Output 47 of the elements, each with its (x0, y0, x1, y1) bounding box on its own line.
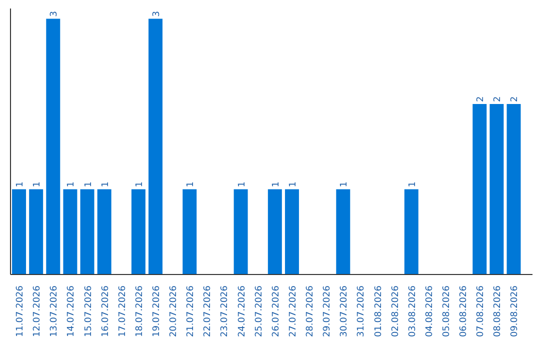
x-tick-label: 25.07.2026 (254, 285, 264, 338)
data-label: 1 (84, 182, 94, 188)
x-tick-label: 09.08.2026 (510, 285, 520, 338)
x-tick-label: 11.07.2026 (16, 285, 26, 338)
data-label: 1 (237, 182, 248, 188)
data-label: 1 (408, 182, 418, 188)
data-label: 3 (152, 10, 162, 17)
data-label: 1 (66, 182, 77, 188)
x-tick-label: 14.07.2026 (66, 285, 77, 338)
x-tick-label: 19.07.2026 (152, 285, 162, 338)
data-label: 1 (16, 182, 26, 188)
x-tick-label: 03.08.2026 (408, 285, 418, 338)
data-label: 1 (32, 182, 43, 188)
x-tick-label: 05.08.2026 (442, 285, 452, 338)
x-tick-label: 20.07.2026 (169, 285, 180, 338)
data-label: 2 (510, 96, 520, 102)
data-label: 2 (476, 96, 486, 102)
x-tick-label: 06.08.2026 (459, 285, 470, 338)
x-tick-label: 13.07.2026 (50, 285, 60, 338)
x-tick-label: 21.07.2026 (186, 285, 196, 338)
data-label: 1 (134, 182, 145, 188)
x-tick-label: 08.08.2026 (493, 285, 504, 338)
data-label: 1 (271, 182, 282, 188)
x-tick-label: 29.07.2026 (322, 285, 333, 338)
x-tick-label: 15.07.2026 (84, 285, 94, 338)
x-tick-label: 12.07.2026 (32, 285, 43, 338)
x-tick-label: 28.07.2026 (306, 285, 316, 338)
data-label: 3 (50, 10, 60, 17)
x-tick-label: 17.07.2026 (118, 285, 128, 338)
x-tick-label: 26.07.2026 (271, 285, 282, 338)
x-tick-label: 01.08.2026 (374, 285, 384, 338)
x-tick-label: 31.07.2026 (356, 285, 367, 338)
x-tick-label: 07.08.2026 (476, 285, 486, 338)
x-tick-label: 23.07.2026 (220, 285, 230, 338)
x-tick-label: 02.08.2026 (390, 285, 401, 338)
x-tick-label: 18.07.2026 (134, 285, 145, 338)
data-label: 1 (100, 182, 111, 188)
x-tick-label: 27.07.2026 (288, 285, 298, 338)
x-tick-label: 04.08.2026 (424, 285, 435, 338)
x-tick-label: 16.07.2026 (100, 285, 111, 338)
x-tick-label: 30.07.2026 (340, 285, 350, 338)
data-label: 2 (493, 96, 504, 102)
data-label: 1 (288, 182, 298, 188)
data-label: 1 (340, 182, 350, 188)
x-tick-label: 24.07.2026 (237, 285, 248, 338)
data-label: 1 (186, 182, 196, 188)
x-tick-label: 22.07.2026 (203, 285, 214, 338)
